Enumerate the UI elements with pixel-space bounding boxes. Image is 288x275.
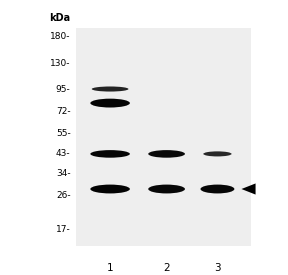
Text: 43-: 43- bbox=[56, 149, 71, 158]
Text: 3: 3 bbox=[214, 263, 221, 273]
Polygon shape bbox=[241, 183, 255, 195]
Ellipse shape bbox=[90, 99, 130, 108]
Text: 130-: 130- bbox=[50, 59, 71, 68]
Text: 2: 2 bbox=[163, 263, 170, 273]
Ellipse shape bbox=[148, 150, 185, 158]
Text: kDa: kDa bbox=[50, 13, 71, 23]
Ellipse shape bbox=[148, 185, 185, 193]
Text: 72-: 72- bbox=[56, 107, 71, 116]
Ellipse shape bbox=[92, 87, 128, 92]
Text: 180-: 180- bbox=[50, 32, 71, 41]
Ellipse shape bbox=[200, 185, 234, 193]
Text: 34-: 34- bbox=[56, 169, 71, 178]
Ellipse shape bbox=[203, 151, 232, 156]
Text: 95-: 95- bbox=[56, 84, 71, 94]
Text: 55-: 55- bbox=[56, 129, 71, 138]
Text: 1: 1 bbox=[107, 263, 113, 273]
Text: 17-: 17- bbox=[56, 225, 71, 234]
Ellipse shape bbox=[90, 185, 130, 193]
Ellipse shape bbox=[90, 150, 130, 158]
Text: 26-: 26- bbox=[56, 191, 71, 200]
Bar bbox=[76, 28, 251, 246]
